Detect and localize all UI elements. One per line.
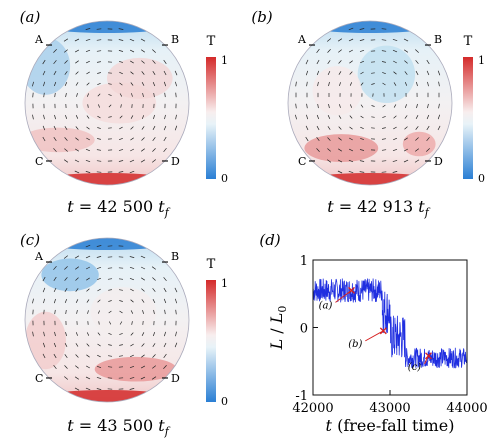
corner-label: A (34, 250, 44, 263)
colorbar: T1 0 (206, 34, 228, 185)
x-axis-label: t (free-fall time) (326, 416, 455, 435)
panel-label: (a) (20, 8, 41, 26)
x-tick-label: 42000 (292, 401, 333, 416)
series-line (312, 278, 468, 369)
x-tick-label: 44000 (446, 401, 487, 416)
marker-0: (a) (319, 286, 355, 311)
y-tick-label: 1 (300, 254, 308, 269)
colorbar-min: 0 (221, 172, 228, 185)
velocity-arrows (295, 27, 441, 174)
marker-label: (b) (348, 339, 362, 350)
x-tick-label: 43000 (369, 401, 410, 416)
chart-d: (d) 42000 43000 44000 -1 0 1 (a) (b) (c) t (free-f… (259, 231, 487, 435)
colorbar-title: T (464, 34, 473, 49)
colorbar-max: 1 (221, 54, 228, 67)
colorbar: T1 0 (206, 257, 228, 408)
panel-c: A B C D (c) T1 0 t = 43 500 tf (20, 231, 228, 438)
corner-label: C (35, 372, 43, 385)
marker-2: (c) (408, 352, 432, 373)
colorbar-min: 0 (478, 172, 485, 185)
colorbar-max: 1 (221, 277, 228, 290)
corner-label: C (35, 155, 43, 168)
corner-label: D (434, 155, 443, 168)
panel-b: A B C D (b) T1 0 t = 42 913 tf (251, 8, 485, 219)
panel-label: (c) (20, 231, 40, 249)
temperature-field (25, 238, 189, 402)
y-tick-label: 0 (300, 322, 308, 337)
panel-label: (d) (259, 231, 280, 249)
corner-label: A (297, 33, 307, 46)
colorbar-title: T (207, 257, 216, 272)
velocity-arrows (32, 28, 178, 174)
panel-caption: t = 43 500 tf (67, 416, 171, 438)
colorbar-max: 1 (478, 54, 485, 67)
corner-label: D (171, 155, 180, 168)
panel-label: (b) (251, 8, 272, 26)
corner-label: B (171, 250, 179, 263)
colorbar: T1 0 (463, 34, 485, 185)
velocity-arrows (32, 244, 178, 391)
y-tick-label: -1 (295, 389, 308, 404)
colorbar-title: T (207, 34, 216, 49)
marker-label: (a) (319, 300, 333, 311)
temperature-field (25, 21, 189, 185)
corner-label: C (298, 155, 306, 168)
marker-label: (c) (408, 362, 422, 373)
panel-a: A B C D (a) T1 0 t = 42 500 tf (20, 8, 228, 219)
y-axis-label: L / L0 (267, 306, 289, 351)
panel-caption: t = 42 500 tf (67, 197, 171, 219)
corner-label: B (434, 33, 442, 46)
colorbar-min: 0 (221, 395, 228, 408)
panel-caption: t = 42 913 tf (327, 197, 431, 219)
marker-1: (b) (348, 327, 387, 350)
corner-label: B (171, 33, 179, 46)
temperature-field (288, 21, 452, 185)
corner-label: A (34, 33, 44, 46)
corner-label: D (171, 372, 180, 385)
